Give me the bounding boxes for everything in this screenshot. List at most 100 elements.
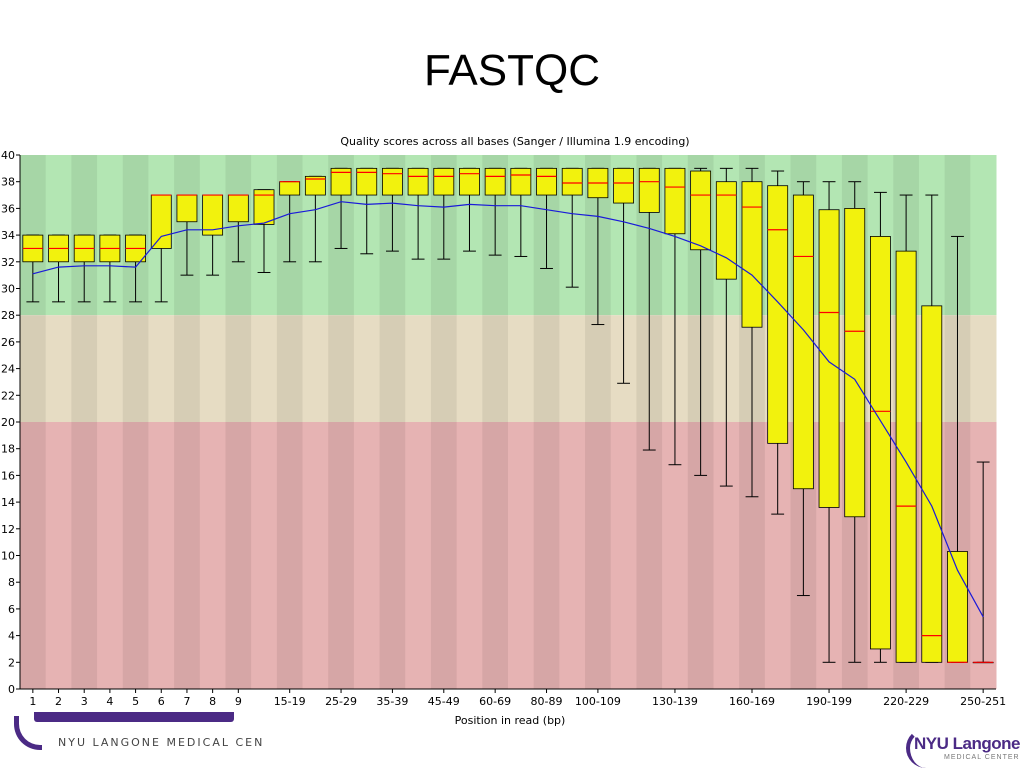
zone-reasonable-stripe	[328, 315, 355, 422]
y-tick-label: 38	[1, 176, 15, 189]
medians	[22, 171, 994, 663]
zone-poor-stripe	[508, 422, 535, 689]
logo-left-subtitle: NYU LANGONE MEDICAL CENTER	[58, 736, 264, 749]
slide-title: FASTQC	[423, 46, 601, 95]
logo-right-name: NYU Langone	[914, 734, 1020, 753]
x-tick-label: 2	[55, 695, 62, 708]
y-tick-label: 34	[1, 229, 15, 242]
box-iqr	[715, 181, 737, 280]
box-iqr	[947, 551, 968, 663]
zone-reasonable-stripe	[71, 315, 98, 422]
zone-reasonable-stripe	[97, 315, 124, 422]
x-tick-label: 80-89	[531, 695, 563, 708]
box-iqr	[792, 194, 814, 490]
zone-reasonable-stripe	[456, 315, 483, 422]
box-iqr	[818, 209, 840, 508]
y-tick-label: 18	[1, 443, 15, 456]
box-iqr	[433, 167, 455, 196]
zone-reasonable-stripe	[405, 315, 432, 422]
zone-reasonable-stripe	[379, 315, 406, 422]
quality-boxplot-chart: Quality scores across all bases (Sanger …	[1, 135, 1006, 727]
zone-reasonable-stripe	[148, 315, 175, 422]
box-iqr	[330, 167, 352, 196]
zone-reasonable-stripe	[559, 315, 586, 422]
y-tick-label: 4	[8, 630, 15, 643]
zone-reasonable-stripe	[508, 315, 535, 422]
x-tick-label: 5	[132, 695, 139, 708]
x-axis-ticks: 1 2 3 4 5 6 7 8 9 15-19 25-29 35-39 45-49 60-69 80-89 1…	[29, 689, 1006, 708]
zone-reasonable-stripe	[302, 315, 329, 422]
zone-poor-stripe	[636, 422, 663, 689]
zone-poor-stripe	[122, 422, 149, 689]
zone-reasonable-stripe	[199, 315, 226, 422]
x-tick-label: 15-19	[274, 695, 306, 708]
zone-reasonable-stripe	[20, 315, 47, 422]
quality-zone-background	[20, 155, 997, 689]
y-tick-label: 28	[1, 309, 15, 322]
x-tick-label: 190-199	[806, 695, 852, 708]
box-iqr	[664, 167, 686, 235]
box-iqr	[382, 167, 403, 196]
y-tick-label: 2	[8, 656, 15, 669]
x-tick-label: 25-29	[325, 695, 357, 708]
arc-icon	[906, 728, 946, 768]
nyu-langone-logo: NYU Langone MEDICAL CENTER	[902, 728, 1020, 768]
box-iqr	[356, 167, 378, 196]
zone-reasonable-stripe	[225, 315, 252, 422]
zone-poor-stripe	[430, 422, 458, 689]
y-tick-label: 12	[1, 523, 15, 536]
zone-poor-stripe	[559, 422, 586, 689]
box-iqr	[459, 167, 480, 196]
y-tick-label: 22	[1, 389, 15, 402]
x-tick-label: 9	[235, 695, 242, 708]
zone-poor-stripe	[610, 422, 637, 689]
box-iqr	[921, 305, 943, 663]
box-iqr	[561, 167, 583, 196]
x-tick-label: 100-109	[575, 695, 621, 708]
zone-poor-stripe	[662, 422, 689, 689]
box-iqr	[407, 167, 429, 196]
mean-quality-line	[32, 201, 984, 618]
box-iqr	[638, 167, 660, 213]
x-tick-label: 130-139	[652, 695, 698, 708]
box-iqr	[304, 175, 326, 196]
boxes	[22, 167, 994, 664]
x-tick-label: 1	[29, 695, 36, 708]
zone-poor-stripe	[45, 422, 72, 689]
zone-poor-stripe	[199, 422, 226, 689]
zone-poor-stripe	[328, 422, 355, 689]
box-iqr	[279, 181, 301, 196]
y-tick-label: 30	[1, 283, 15, 296]
zone-poor-stripe	[302, 422, 329, 689]
zone-poor-stripe	[251, 422, 278, 689]
zone-poor-stripe	[276, 422, 304, 689]
zone-reasonable-stripe	[251, 315, 278, 422]
box-iqr	[690, 170, 712, 251]
x-tick-label: 6	[158, 695, 165, 708]
box-iqr	[253, 189, 275, 225]
zone-poor-stripe	[585, 422, 612, 689]
y-tick-label: 8	[8, 576, 15, 589]
zone-poor-stripe	[174, 422, 201, 689]
nyu-school-of-medicine-logo: NYU LANGONE MEDICAL CENTER	[14, 712, 264, 762]
swoosh-icon	[14, 716, 42, 750]
y-tick-label: 10	[1, 550, 15, 563]
zone-reasonable-stripe	[45, 315, 72, 422]
box-iqr	[510, 167, 532, 196]
x-tick-label: 220-229	[883, 695, 929, 708]
y-tick-label: 32	[1, 256, 15, 269]
x-tick-label: 45-49	[428, 695, 460, 708]
zone-reasonable-stripe	[174, 315, 201, 422]
zone-poor-stripe	[405, 422, 432, 689]
box-iqr	[767, 185, 789, 444]
zone-reasonable-stripe	[585, 315, 612, 422]
zone-reasonable-stripe	[122, 315, 149, 422]
zone-poor-stripe	[533, 422, 560, 689]
zone-good-stripe	[970, 155, 997, 316]
y-tick-label: 0	[8, 683, 15, 696]
box-iqr	[895, 250, 917, 663]
zone-reasonable-stripe	[533, 315, 560, 422]
x-axis-label: Position in read (bp)	[455, 714, 566, 727]
zone-poor-stripe	[148, 422, 175, 689]
